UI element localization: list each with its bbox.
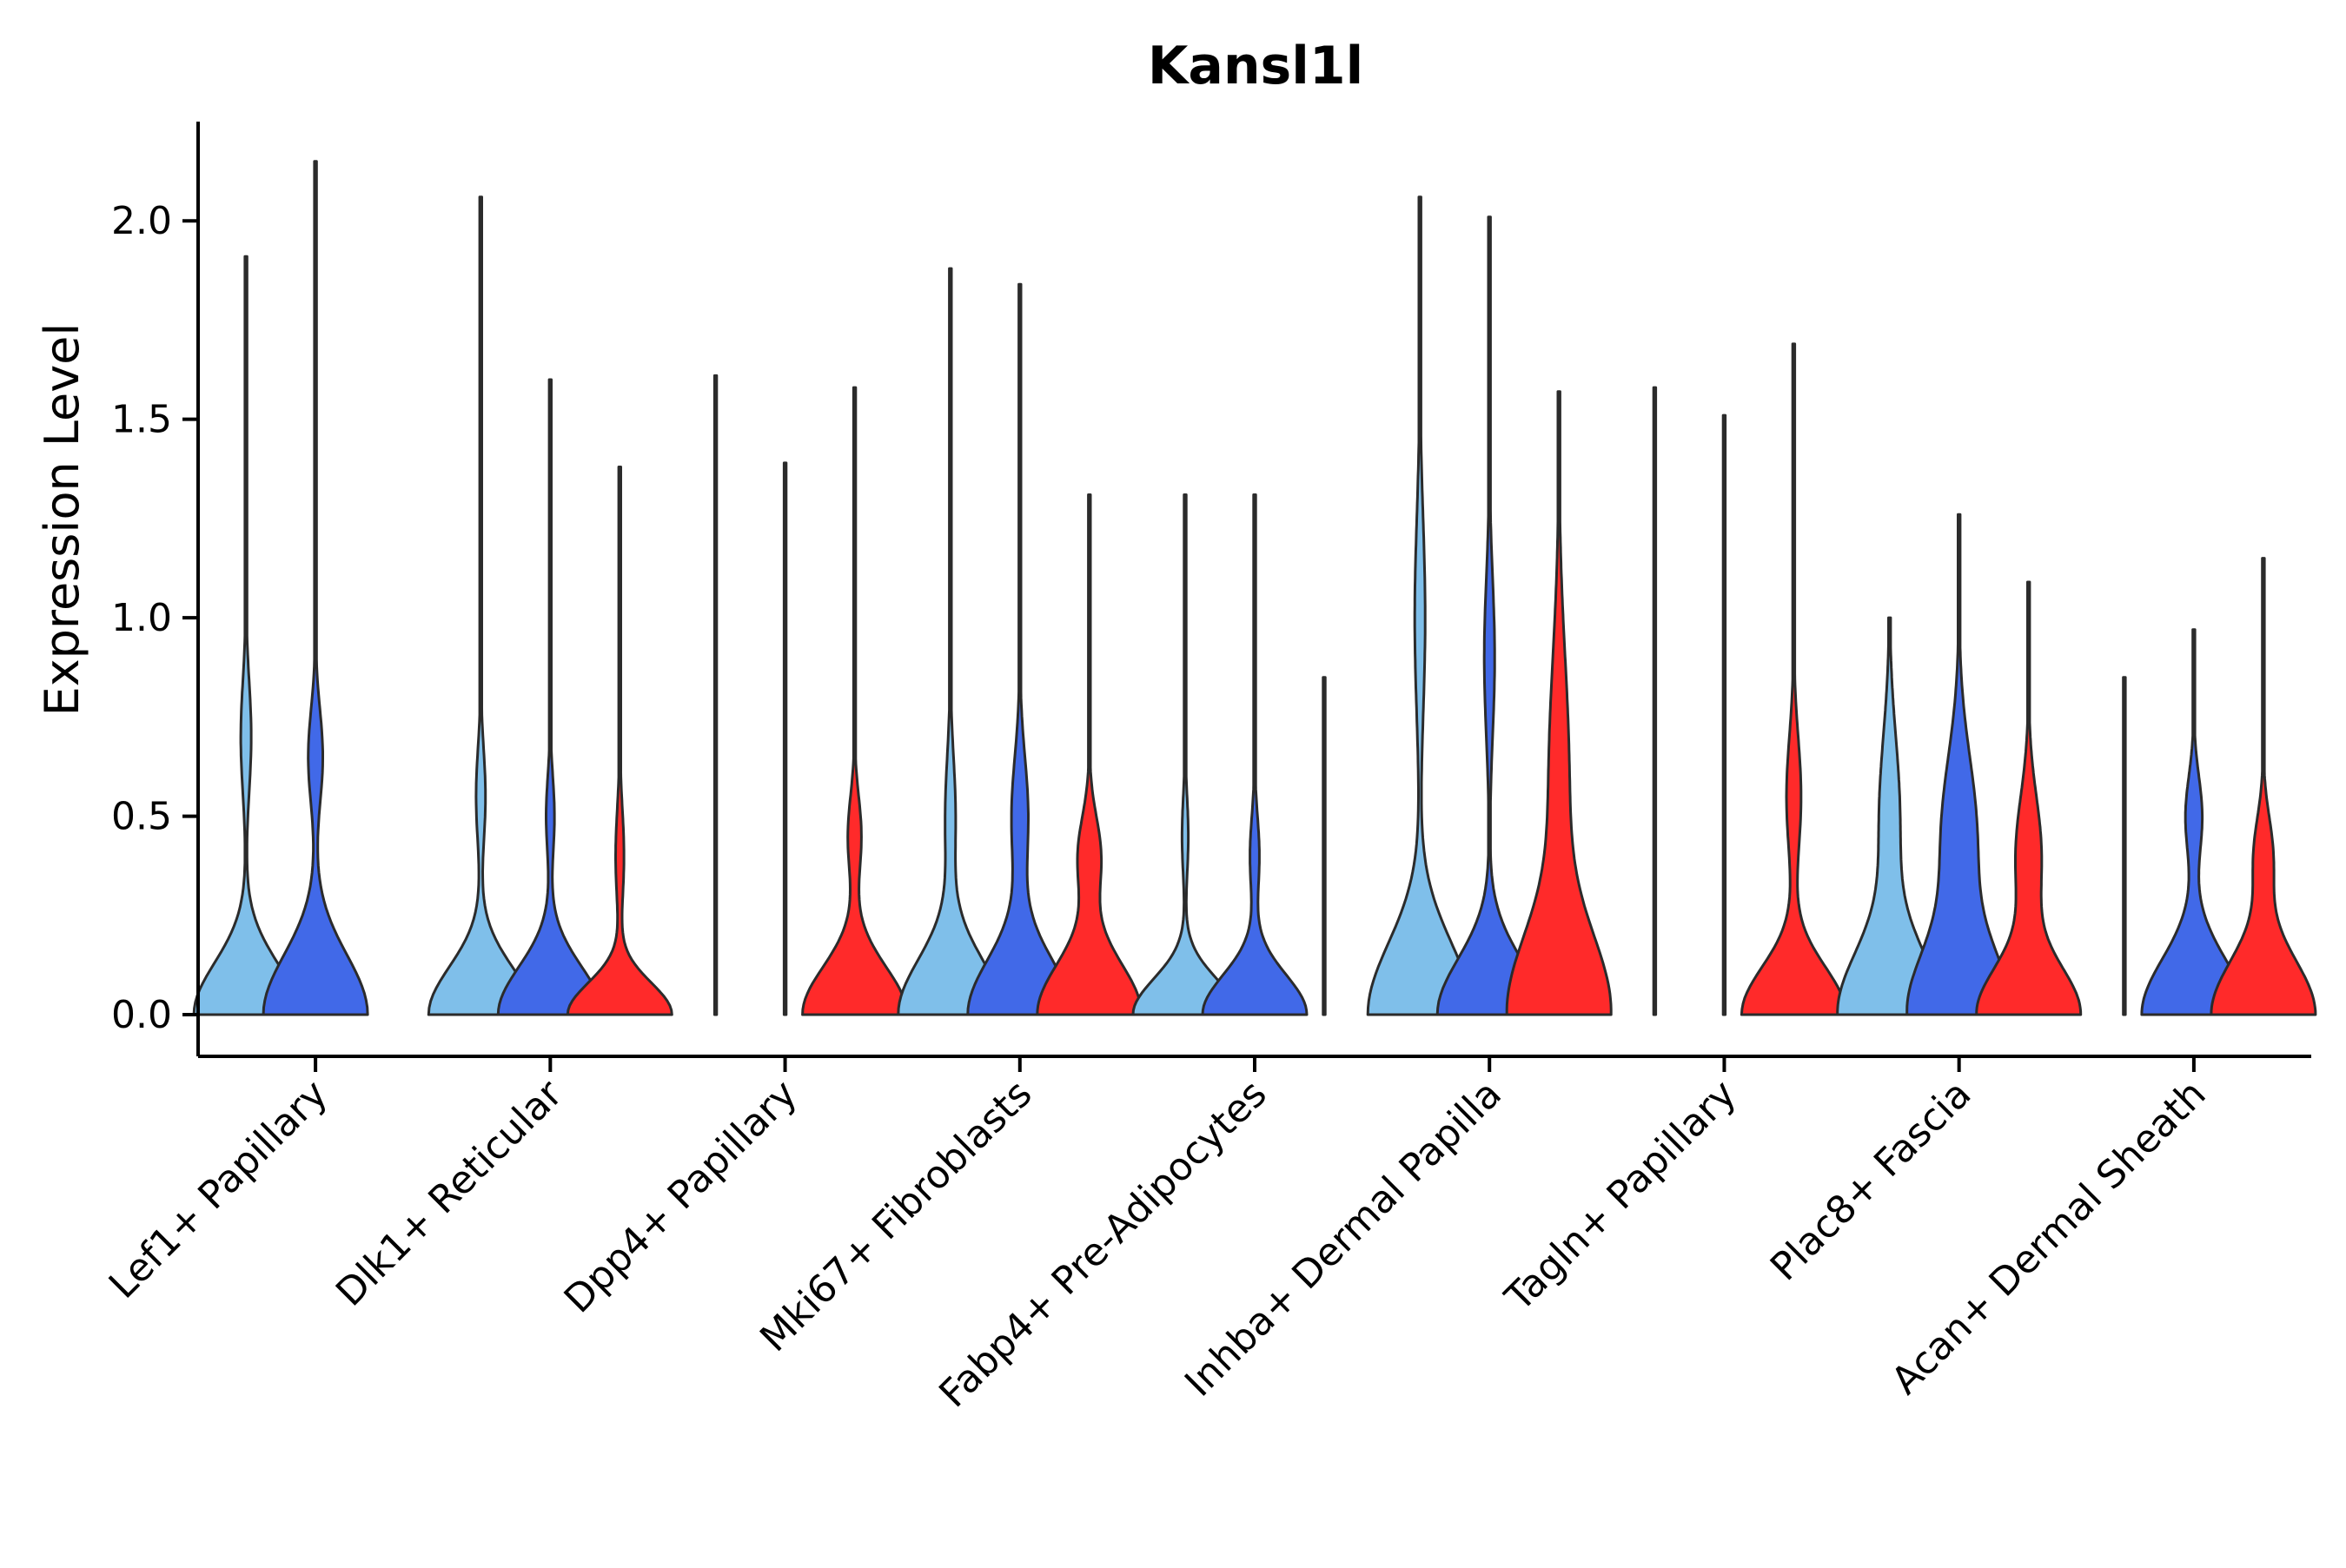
violin-0-0 (192, 255, 300, 1016)
y-tick-label: 0.0 (111, 993, 172, 1037)
violin-7-1 (1905, 513, 2013, 1016)
violin-2-1 (782, 461, 788, 1016)
x-tick-label: Dlk1+ Reticular (328, 1071, 572, 1315)
y-tick-label: 1.0 (111, 596, 172, 640)
violin-6-2 (1740, 342, 1847, 1016)
violin-1-1 (496, 378, 604, 1016)
y-tick-label: 0.5 (111, 795, 172, 839)
violin-2-0 (712, 374, 719, 1016)
chart-title: Kansl1l (1148, 36, 1363, 96)
violin-4-2 (1322, 676, 1327, 1016)
violin-1-0 (427, 195, 534, 1016)
y-tick-label: 1.5 (111, 398, 172, 442)
x-tick-label: Mki67+ Fibroblasts (752, 1072, 1040, 1360)
violin-4-0 (1131, 493, 1239, 1016)
violin-7-2 (1975, 580, 2083, 1016)
violin-8-0 (2122, 676, 2127, 1016)
violin-7-0 (1836, 616, 1944, 1016)
violin-3-2 (1036, 493, 1143, 1016)
violin-8-2 (2210, 557, 2317, 1016)
violin-6-1 (1721, 414, 1727, 1016)
violin-3-0 (897, 267, 1004, 1016)
violin-0-1 (262, 160, 369, 1016)
x-tick-label: Tagln+ Papillary (1496, 1072, 1745, 1320)
y-ticks: 0.0 0.5 1.0 1.5 2.0 (111, 199, 198, 1037)
violin-5-2 (1505, 390, 1613, 1016)
violin-5-0 (1366, 195, 1474, 1016)
violins-layer (192, 160, 2317, 1016)
violin-8-1 (2140, 628, 2248, 1016)
y-axis-label: Expression Level (35, 323, 89, 717)
violin-2-2 (801, 386, 909, 1016)
x-tick-label: Dpp4+ Papillary (556, 1072, 806, 1322)
violin-4-1 (1201, 493, 1309, 1016)
y-tick-label: 2.0 (111, 199, 172, 243)
violin-5-1 (1435, 215, 1543, 1016)
x-tick-label: Plac8+ Fascia (1762, 1072, 1980, 1290)
violin-3-1 (966, 282, 1074, 1016)
violin-6-0 (1652, 386, 1658, 1016)
x-tick-label: Lef1+ Papillary (101, 1072, 336, 1307)
violin-1-2 (566, 466, 673, 1016)
